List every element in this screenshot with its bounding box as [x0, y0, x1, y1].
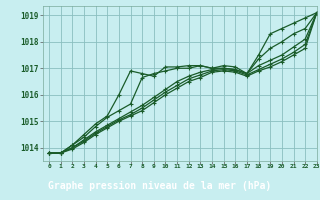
Text: Graphe pression niveau de la mer (hPa): Graphe pression niveau de la mer (hPa)	[48, 181, 272, 191]
